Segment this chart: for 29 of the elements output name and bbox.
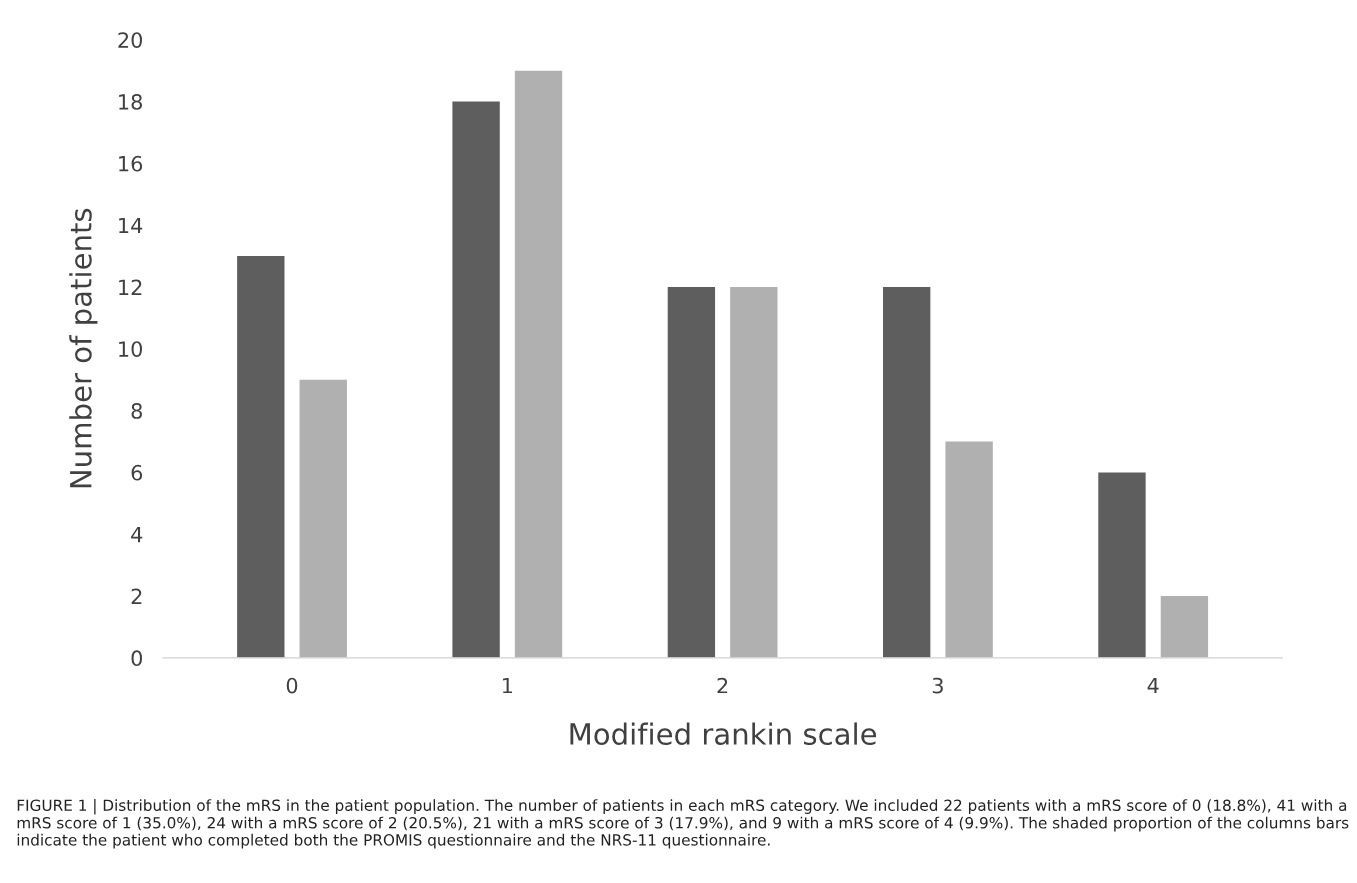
x-tick-label: 0 <box>286 677 298 694</box>
y-tick-label: 2 <box>131 588 142 604</box>
y-tick-label: 14 <box>119 217 143 234</box>
y-tick-label: 6 <box>131 464 143 481</box>
y-tick-label: 0 <box>131 650 143 667</box>
bar <box>299 379 347 658</box>
y-tick-label: 8 <box>131 403 142 419</box>
y-tick-label: 12 <box>119 279 142 295</box>
bar <box>237 256 285 658</box>
bar <box>1160 596 1209 658</box>
caption: FIGURE 1 | Distribution of the mRS in the patient population. The number of patients in each mRS category. We included 22 patients with a mRS score of 0 (18.8%), 41 with a mRS score of 1 (35.0%), 24 with a mRS score of 2 (20.5%), 21 with a mRS score of 3 (17.9%), and 9 with a mRS score of 4 (9.9%). The shaded proportion of the columns bars indicate the patient who completed both the PROMIS questionnaire and the NRS-11 questionnaire. <box>17 799 1349 849</box>
x-axis-title: Modified rankin scale <box>570 722 877 746</box>
bar <box>730 286 778 658</box>
y-tick-label: 10 <box>119 341 143 357</box>
bar <box>883 286 931 658</box>
bar <box>667 286 716 658</box>
x-tick-label: 2 <box>717 677 728 694</box>
y-axis-title: Number of patients <box>69 208 98 488</box>
y-tick-label: 18 <box>119 94 142 110</box>
x-tick-label: 3 <box>932 677 943 694</box>
bar <box>514 70 563 658</box>
y-tick-label: 20 <box>118 32 143 48</box>
y-tick-label: 16 <box>119 155 143 172</box>
x-tick-label: 4 <box>1147 677 1159 694</box>
y-tick-label: 4 <box>131 526 143 543</box>
bar <box>945 441 993 658</box>
x-tick-label: 1 <box>502 677 513 694</box>
bar <box>452 101 500 658</box>
bar <box>1098 472 1146 658</box>
